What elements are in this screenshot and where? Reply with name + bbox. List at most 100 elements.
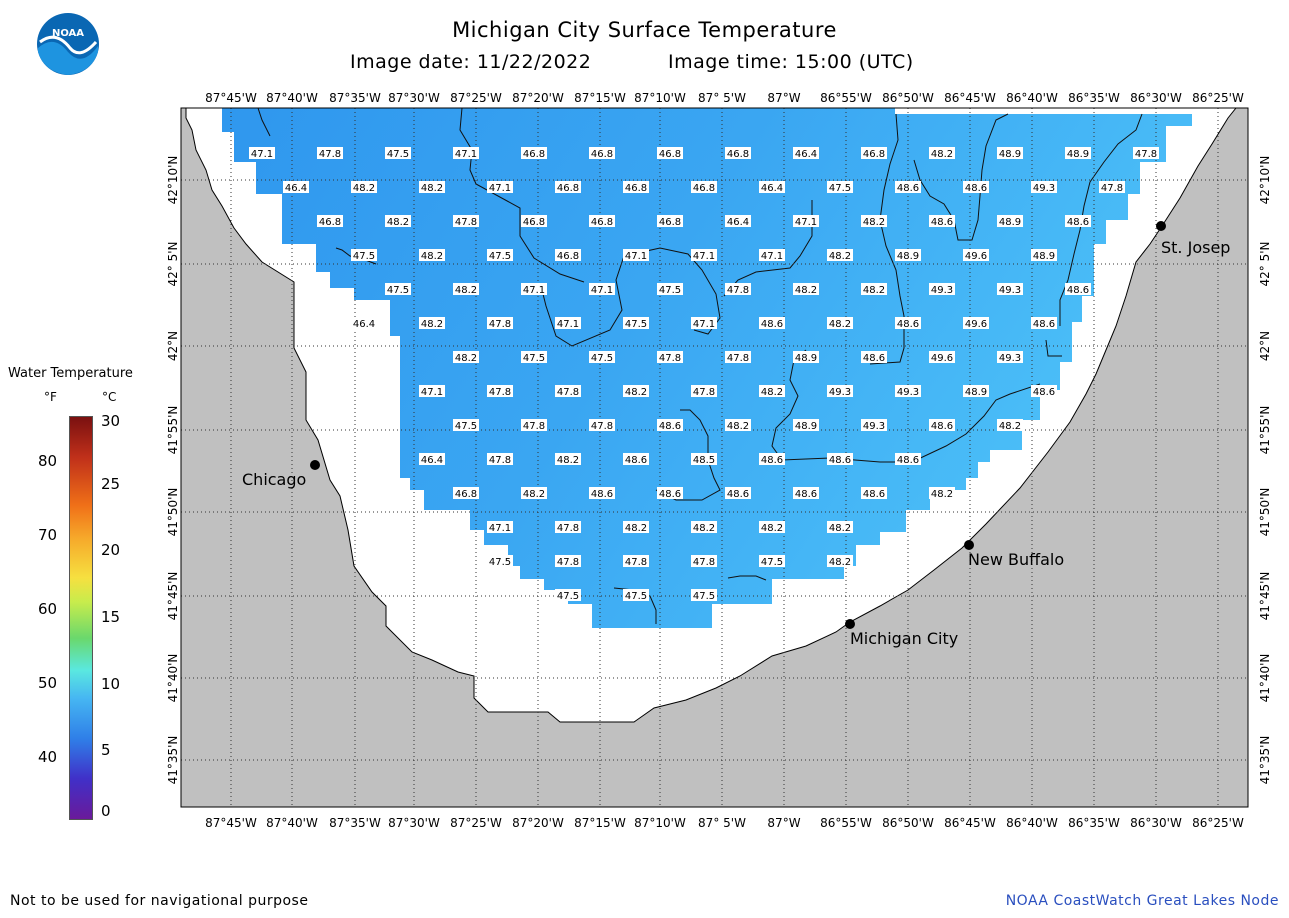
svg-text:49.3: 49.3 [1033, 183, 1055, 194]
svg-text:46.8: 46.8 [455, 489, 477, 500]
latitude-label-right: 42°10'N [1258, 156, 1272, 205]
svg-text:48.6: 48.6 [863, 353, 885, 364]
longitude-label-top: 87° 5'W [698, 91, 746, 105]
temperature-value: 48.2 [419, 317, 445, 330]
svg-text:48.2: 48.2 [625, 523, 647, 534]
longitude-label-bottom: 86°55'W [820, 816, 872, 830]
longitude-label-bottom: 86°35'W [1068, 816, 1120, 830]
temperature-value: 47.1 [249, 147, 275, 160]
temperature-value: 48.2 [691, 521, 717, 534]
svg-text:48.2: 48.2 [829, 319, 851, 330]
svg-text:48.6: 48.6 [795, 489, 817, 500]
legend-f-tick: 60 [38, 600, 58, 618]
svg-text:48.2: 48.2 [625, 387, 647, 398]
longitude-label-top: 86°30'W [1130, 91, 1182, 105]
temperature-value: 46.4 [793, 147, 819, 160]
svg-text:47.8: 47.8 [455, 217, 477, 228]
svg-text:48.6: 48.6 [897, 319, 919, 330]
svg-text:48.2: 48.2 [353, 183, 375, 194]
temperature-value: 48.6 [895, 317, 921, 330]
svg-text:47.8: 47.8 [557, 557, 579, 568]
temperature-value: 48.6 [895, 453, 921, 466]
svg-text:49.6: 49.6 [965, 251, 987, 262]
temperature-value: 47.5 [385, 283, 411, 296]
longitude-label-top: 87°10'W [634, 91, 686, 105]
temperature-value: 49.3 [997, 351, 1023, 364]
temperature-value: 48.6 [895, 181, 921, 194]
svg-text:47.5: 47.5 [489, 251, 511, 262]
legend-c-tick: 20 [101, 541, 121, 559]
isotherm-line [723, 200, 813, 297]
latitude-label-right: 41°50'N [1258, 488, 1272, 537]
temperature-value: 48.6 [793, 487, 819, 500]
longitude-label-bottom: 87°20'W [512, 816, 564, 830]
longitude-label-bottom: 87°25'W [450, 816, 502, 830]
temperature-value: 47.1 [555, 317, 581, 330]
temperature-value: 48.6 [929, 215, 955, 228]
temperature-value: 47.8 [487, 317, 513, 330]
svg-text:48.2: 48.2 [931, 149, 953, 160]
legend-color-bar [69, 416, 93, 820]
longitude-label-bottom: 87°W [767, 816, 800, 830]
temperature-value: 47.1 [759, 249, 785, 262]
longitude-label-top: 87°20'W [512, 91, 564, 105]
svg-text:48.6: 48.6 [761, 319, 783, 330]
svg-text:48.9: 48.9 [795, 421, 817, 432]
svg-text:47.8: 47.8 [591, 421, 613, 432]
svg-text:47.1: 47.1 [251, 149, 273, 160]
legend-c-tick: 5 [101, 741, 111, 759]
temperature-value: 47.8 [725, 351, 751, 364]
legend-f-tick: 50 [38, 674, 58, 692]
temperature-value: 47.5 [827, 181, 853, 194]
temperature-value: 48.6 [1031, 385, 1057, 398]
svg-text:47.1: 47.1 [523, 285, 545, 296]
temperature-value: 46.8 [657, 215, 683, 228]
latitude-label-right: 41°35'N [1258, 736, 1272, 785]
temperature-value: 47.1 [793, 215, 819, 228]
temperature-value: 47.5 [351, 249, 377, 262]
disclaimer: Not to be used for navigational purpose [10, 893, 309, 909]
temperature-value: 46.4 [351, 317, 377, 330]
temperature-value: 48.6 [963, 181, 989, 194]
svg-text:47.1: 47.1 [421, 387, 443, 398]
svg-text:48.6: 48.6 [625, 455, 647, 466]
svg-text:48.2: 48.2 [863, 217, 885, 228]
svg-text:47.8: 47.8 [489, 455, 511, 466]
temperature-value: 47.8 [555, 555, 581, 568]
temperature-value: 46.4 [283, 181, 309, 194]
longitude-label-bottom: 86°50'W [882, 816, 934, 830]
legend-f-tick: 70 [38, 526, 58, 544]
svg-text:47.8: 47.8 [1135, 149, 1157, 160]
svg-text:48.9: 48.9 [999, 149, 1021, 160]
svg-text:47.8: 47.8 [523, 421, 545, 432]
isotherm-line [727, 575, 767, 581]
temperature-value: 47.5 [487, 249, 513, 262]
svg-text:48.6: 48.6 [761, 455, 783, 466]
longitude-label-bottom: 87°35'W [329, 816, 381, 830]
temperature-value: 47.5 [555, 589, 581, 602]
svg-text:48.2: 48.2 [421, 183, 443, 194]
longitude-label-top: 87°30'W [388, 91, 440, 105]
temperature-value: 47.8 [317, 147, 343, 160]
city-marker [1156, 221, 1166, 231]
svg-text:48.9: 48.9 [1067, 149, 1089, 160]
svg-text:46.4: 46.4 [795, 149, 817, 160]
svg-text:48.2: 48.2 [829, 557, 851, 568]
svg-text:47.8: 47.8 [557, 523, 579, 534]
svg-text:46.8: 46.8 [591, 149, 613, 160]
temperature-value: 46.8 [521, 215, 547, 228]
svg-text:47.8: 47.8 [319, 149, 341, 160]
svg-text:48.2: 48.2 [557, 455, 579, 466]
legend-title: Water Temperature [8, 366, 133, 381]
svg-text:47.5: 47.5 [387, 149, 409, 160]
temperature-value: 48.2 [623, 385, 649, 398]
svg-text:46.8: 46.8 [659, 217, 681, 228]
temperature-value: 48.2 [419, 181, 445, 194]
svg-text:48.6: 48.6 [659, 421, 681, 432]
svg-text:48.6: 48.6 [931, 421, 953, 432]
svg-text:48.6: 48.6 [897, 183, 919, 194]
legend-f-tick: 40 [38, 748, 58, 766]
longitude-label-top: 87°40'W [266, 91, 318, 105]
svg-text:48.9: 48.9 [795, 353, 817, 364]
svg-text:49.6: 49.6 [965, 319, 987, 330]
